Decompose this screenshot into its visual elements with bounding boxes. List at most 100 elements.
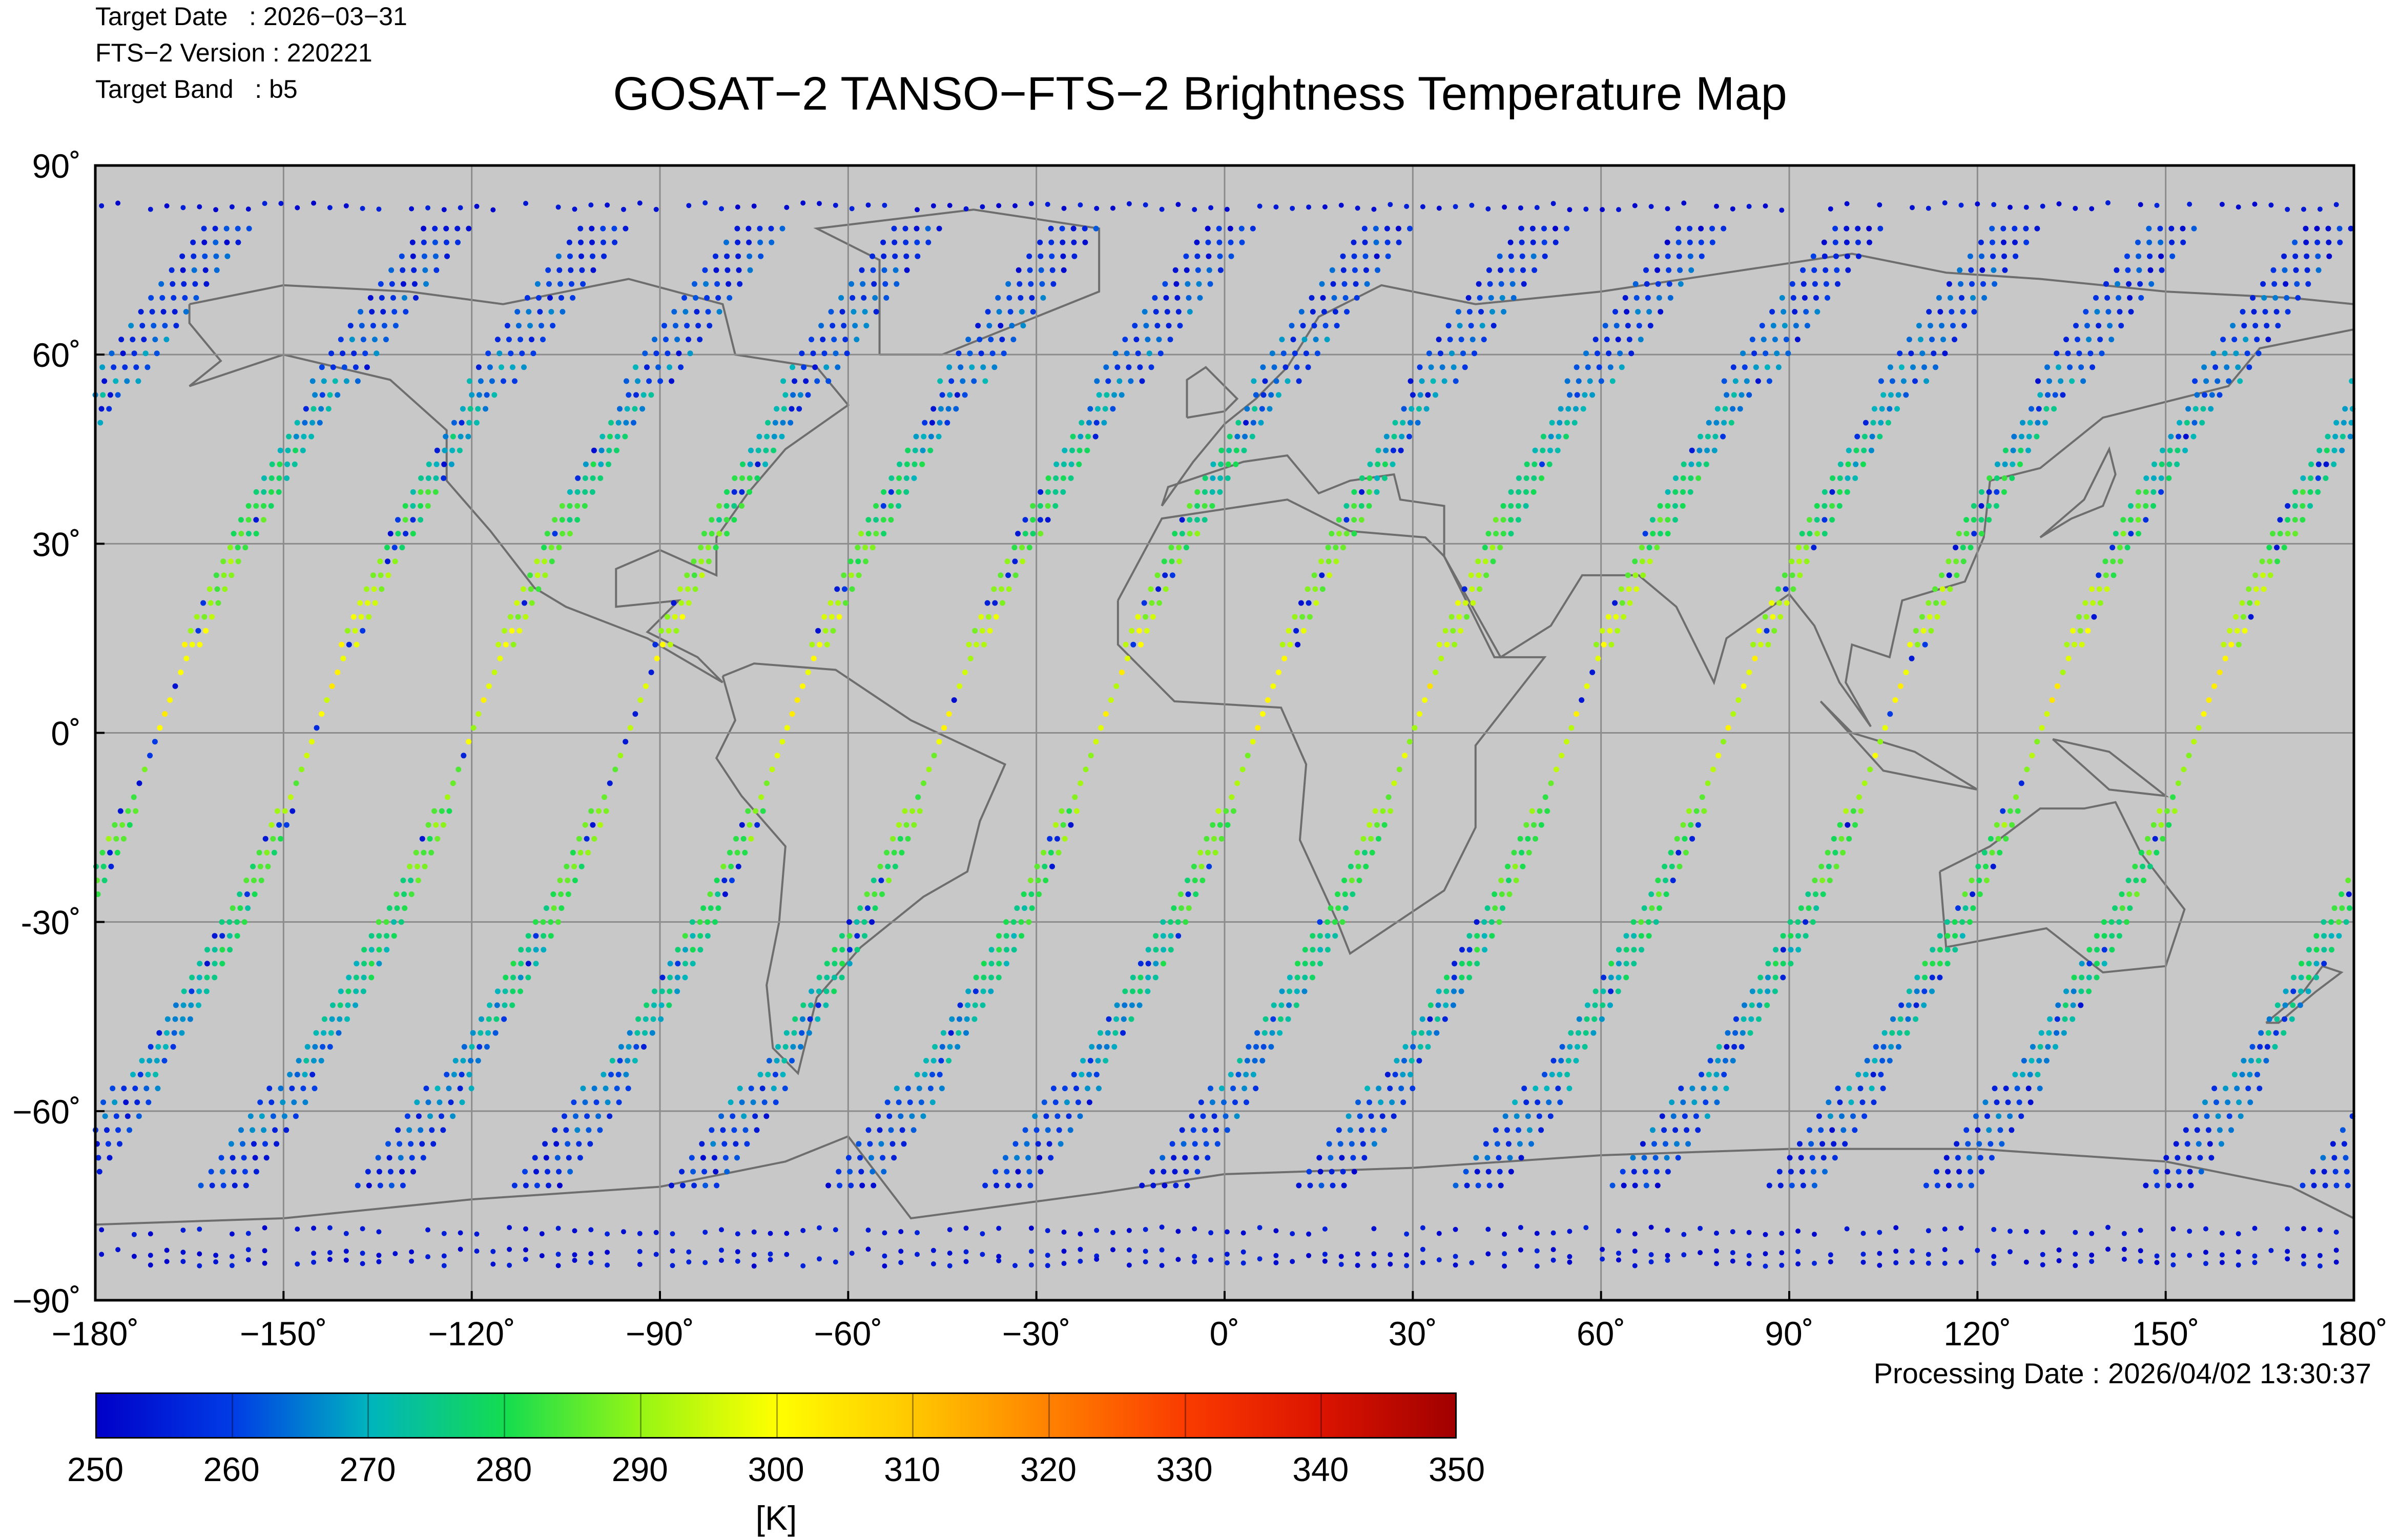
observation-point — [474, 1248, 480, 1254]
observation-point — [705, 309, 711, 315]
observation-point — [1453, 1254, 1458, 1259]
observation-point — [1764, 1002, 1770, 1008]
observation-point — [1844, 225, 1850, 232]
observation-point — [2267, 572, 2273, 578]
observation-point — [1185, 281, 1191, 287]
observation-point — [1322, 323, 1329, 329]
observation-point — [1224, 206, 1230, 212]
observation-point — [784, 1231, 790, 1236]
observation-point — [1991, 1254, 1997, 1259]
observation-point — [1296, 1182, 1302, 1189]
observation-point — [872, 891, 878, 897]
observation-point — [1072, 794, 1078, 800]
observation-point — [1007, 309, 1013, 315]
observation-point — [1926, 1260, 1931, 1266]
observation-point — [1969, 281, 1975, 287]
observation-point — [1615, 628, 1621, 634]
colorbar-tick — [912, 1392, 914, 1439]
observation-point — [739, 1099, 745, 1106]
observation-point — [1567, 1254, 1573, 1259]
observation-point — [999, 586, 1004, 592]
observation-point — [1706, 420, 1712, 426]
observation-point — [896, 822, 902, 828]
observation-point — [2177, 1182, 2183, 1189]
observation-point — [1185, 891, 1191, 897]
observation-point — [888, 489, 894, 495]
observation-point — [533, 947, 539, 953]
observation-point — [2018, 447, 2024, 453]
observation-point — [2003, 836, 2009, 842]
observation-point — [829, 614, 835, 620]
observation-point — [1619, 600, 1625, 606]
observation-point — [1417, 364, 1423, 370]
observation-point — [1011, 933, 1017, 939]
observation-point — [560, 531, 566, 537]
observation-point — [1335, 905, 1341, 911]
observation-point — [815, 1002, 821, 1008]
observation-point — [1832, 225, 1838, 232]
observation-point — [1436, 337, 1442, 343]
observation-point — [1507, 1155, 1513, 1161]
observation-point — [466, 1072, 472, 1077]
observation-point — [1096, 1044, 1102, 1050]
observation-point — [1273, 1253, 1279, 1258]
observation-point — [1795, 1261, 1801, 1267]
observation-point — [227, 558, 234, 565]
observation-point — [915, 207, 920, 213]
observation-point — [815, 628, 821, 634]
observation-point — [682, 974, 688, 981]
observation-point — [1696, 447, 1703, 453]
observation-point — [788, 420, 794, 426]
observation-point — [1160, 933, 1166, 939]
observation-point — [1735, 697, 1742, 703]
observation-point — [128, 323, 134, 329]
observation-point — [2104, 295, 2111, 301]
observation-point — [1438, 655, 1444, 661]
observation-point — [1945, 1169, 1951, 1175]
observation-point — [1252, 1057, 1258, 1064]
observation-point — [1230, 1086, 1236, 1091]
observation-point — [268, 475, 275, 481]
observation-point — [313, 1030, 319, 1036]
observation-point — [860, 281, 866, 287]
observation-point — [1665, 206, 1670, 212]
observation-point — [1033, 1127, 1040, 1133]
observation-point — [2259, 558, 2265, 565]
observation-point — [1632, 1248, 1638, 1254]
observation-point — [100, 392, 106, 398]
observation-point — [1489, 545, 1496, 551]
observation-point — [724, 253, 730, 259]
observation-point — [272, 1127, 278, 1133]
observation-point — [1253, 1044, 1259, 1050]
observation-point — [1877, 202, 1882, 207]
observation-point — [330, 1002, 336, 1008]
observation-point — [2271, 281, 2278, 287]
observation-point — [1939, 586, 1946, 592]
observation-point — [1852, 475, 1858, 481]
observation-point — [617, 406, 623, 412]
observation-point — [1926, 309, 1932, 315]
observation-point — [1632, 558, 1638, 565]
observation-point — [1646, 545, 1652, 551]
observation-point — [2340, 433, 2346, 440]
observation-point — [1300, 628, 1307, 634]
observation-point — [601, 1072, 607, 1077]
observation-point — [1302, 974, 1308, 981]
observation-point — [1301, 337, 1308, 343]
observation-point — [1788, 933, 1794, 939]
observation-point — [1292, 614, 1298, 620]
observation-point — [1306, 204, 1312, 210]
observation-point — [884, 1099, 891, 1106]
observation-point — [2251, 309, 2257, 315]
observation-point — [1650, 1127, 1656, 1133]
observation-point — [197, 1263, 202, 1268]
observation-point — [2242, 628, 2248, 634]
observation-point — [736, 267, 742, 273]
observation-point — [1502, 1232, 1507, 1237]
observation-point — [1385, 253, 1391, 259]
observation-point — [1500, 517, 1506, 523]
observation-point — [578, 239, 584, 245]
observation-point — [823, 988, 830, 994]
observation-point — [903, 253, 909, 259]
observation-point — [1186, 905, 1192, 911]
